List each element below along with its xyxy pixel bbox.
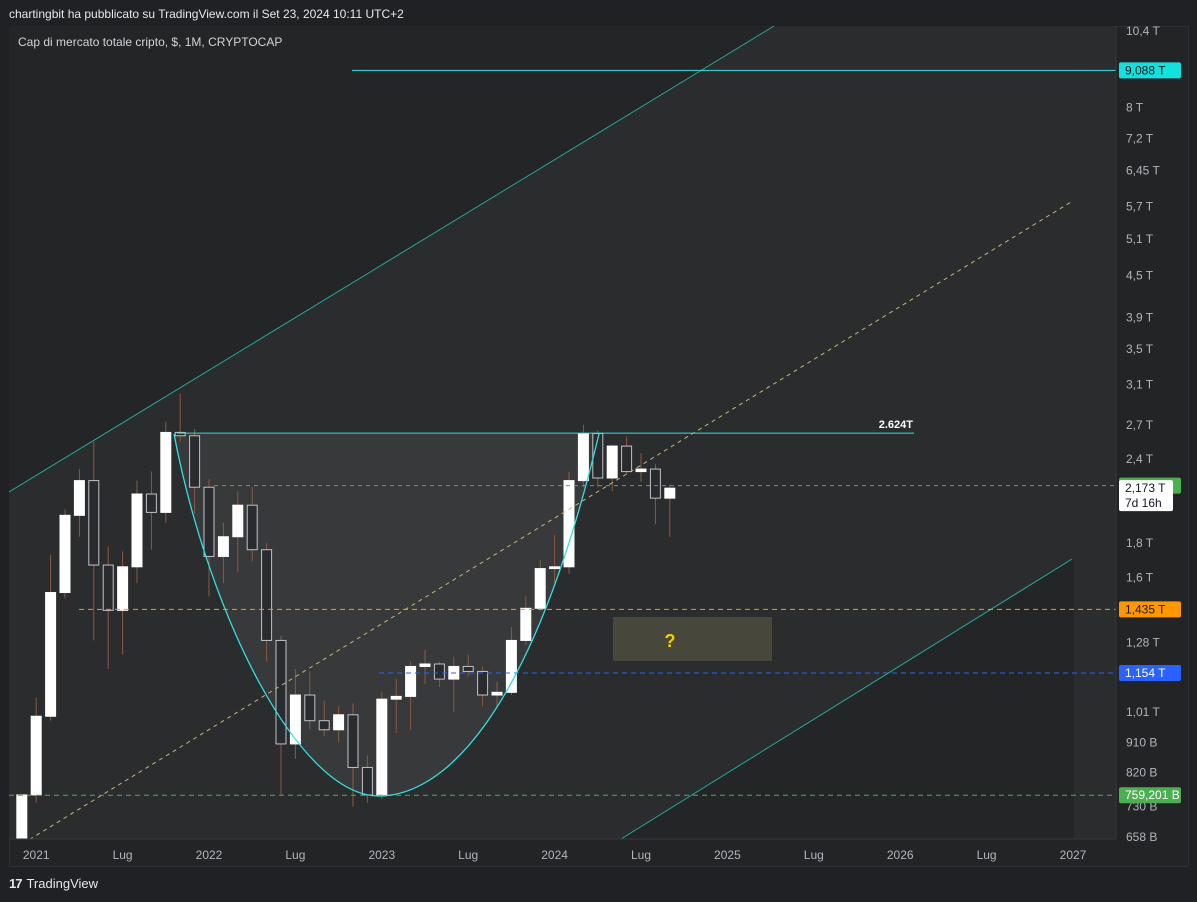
candle-body[interactable] bbox=[145, 493, 157, 513]
candle-body[interactable] bbox=[635, 468, 647, 473]
x-tick-label: 2024 bbox=[541, 848, 568, 862]
chart-title: Cap di mercato totale cripto, $, 1M, CRY… bbox=[18, 35, 282, 49]
y-tick-label: 4,5 T bbox=[1126, 269, 1154, 283]
candle-body[interactable] bbox=[505, 639, 517, 693]
y-tick-label: 5,1 T bbox=[1126, 232, 1154, 246]
y-tick-label: 1,8 T bbox=[1126, 536, 1154, 550]
candle-body[interactable] bbox=[88, 480, 100, 566]
x-tick-label: 2021 bbox=[23, 848, 50, 862]
x-tick-label: Lug bbox=[631, 848, 651, 862]
price-chart[interactable]: ? 2.624T 10,4 T 8 T 7,2 T 6,45 T 5,7 T 5,1 T 4,… bbox=[9, 26, 1189, 867]
candle-body[interactable] bbox=[289, 694, 301, 745]
candle-body[interactable] bbox=[275, 639, 287, 745]
candle-body[interactable] bbox=[246, 504, 258, 551]
candle-body[interactable] bbox=[534, 568, 546, 609]
candle-body[interactable] bbox=[174, 431, 186, 437]
level-2624-label: 2.624T bbox=[879, 419, 914, 431]
candle-body[interactable] bbox=[333, 714, 345, 731]
candle-body[interactable] bbox=[45, 592, 57, 717]
x-tick-label: 2022 bbox=[196, 848, 223, 862]
candle-body[interactable] bbox=[131, 493, 143, 568]
target-zone-box[interactable] bbox=[613, 617, 772, 661]
y-tick-label: 3,5 T bbox=[1126, 342, 1154, 356]
price-badge-label: 1,435 T bbox=[1125, 602, 1166, 616]
candle-body[interactable] bbox=[30, 715, 42, 796]
candle-body[interactable] bbox=[491, 691, 503, 696]
y-tick-label: 2,7 T bbox=[1126, 418, 1154, 432]
candle-body[interactable] bbox=[462, 665, 474, 672]
candle-body[interactable] bbox=[433, 663, 445, 680]
x-tick-label: 2023 bbox=[368, 848, 395, 862]
candle-body[interactable] bbox=[419, 663, 431, 667]
question-mark-label: ? bbox=[665, 631, 676, 651]
x-tick-label: Lug bbox=[113, 848, 133, 862]
candle-body[interactable] bbox=[217, 536, 229, 557]
y-tick-label: 910 B bbox=[1126, 735, 1157, 749]
candle-body[interactable] bbox=[232, 504, 244, 538]
y-tick-label: 1,6 T bbox=[1126, 571, 1154, 585]
candle-body[interactable] bbox=[347, 714, 359, 768]
x-tick-label: Lug bbox=[458, 848, 478, 862]
y-tick-label: 10,4 T bbox=[1126, 26, 1160, 38]
candle-body[interactable] bbox=[361, 766, 373, 796]
publisher-line: chartingbit ha pubblicato su TradingView… bbox=[9, 7, 404, 21]
candle-body[interactable] bbox=[304, 694, 316, 722]
tradingview-brand[interactable]: 17 TradingView bbox=[9, 876, 98, 891]
brand-name: TradingView bbox=[26, 876, 99, 891]
x-tick-label: Lug bbox=[285, 848, 305, 862]
candle-body[interactable] bbox=[117, 566, 129, 611]
y-tick-label: 3,1 T bbox=[1126, 377, 1154, 391]
candle-body[interactable] bbox=[649, 468, 661, 499]
candle-body[interactable] bbox=[59, 514, 71, 594]
candle-body[interactable] bbox=[203, 486, 215, 557]
price-badge[interactable] bbox=[1119, 62, 1181, 79]
candle-body[interactable] bbox=[577, 433, 589, 482]
candle-body[interactable] bbox=[664, 487, 676, 499]
candle-body[interactable] bbox=[73, 480, 85, 516]
current-price-badge[interactable] bbox=[1119, 480, 1173, 512]
candle-body[interactable] bbox=[520, 607, 532, 641]
candle-body[interactable] bbox=[477, 670, 489, 696]
candle-body[interactable] bbox=[376, 698, 388, 796]
candle-body[interactable] bbox=[390, 695, 402, 700]
candle-body[interactable] bbox=[606, 445, 618, 479]
current-price-label: 2,173 T bbox=[1125, 481, 1166, 495]
countdown-label: 7d 16h bbox=[1125, 496, 1162, 510]
y-tick-label: 8 T bbox=[1126, 101, 1144, 115]
candle-body[interactable] bbox=[563, 480, 575, 568]
channel-lower-line[interactable] bbox=[620, 558, 1073, 839]
cup-curve[interactable] bbox=[173, 433, 600, 797]
y-tick-label: 5,7 T bbox=[1126, 200, 1154, 214]
y-tick-label: 820 B bbox=[1126, 766, 1157, 780]
channel-upper-line[interactable] bbox=[9, 26, 775, 493]
candle-body[interactable] bbox=[160, 431, 172, 513]
y-tick-label: 2,4 T bbox=[1126, 452, 1154, 466]
price-badge-label: 1,154 T bbox=[1125, 666, 1166, 680]
x-tick-label: 2025 bbox=[714, 848, 741, 862]
candle-body[interactable] bbox=[318, 720, 330, 731]
x-tick-label: Lug bbox=[977, 848, 997, 862]
x-tick-label: 2027 bbox=[1060, 848, 1087, 862]
x-tick-label: Lug bbox=[804, 848, 824, 862]
price-badge[interactable] bbox=[1119, 601, 1181, 618]
x-tick-label: 2026 bbox=[887, 848, 914, 862]
candle-body[interactable] bbox=[621, 445, 633, 473]
candle-body[interactable] bbox=[261, 549, 273, 641]
candle-body[interactable] bbox=[405, 665, 417, 697]
price-badge-label: 9,088 T bbox=[1125, 63, 1166, 77]
tradingview-logo-icon: 17 bbox=[9, 876, 23, 891]
price-badge[interactable] bbox=[1119, 787, 1181, 804]
y-tick-label: 3,9 T bbox=[1126, 310, 1154, 324]
y-tick-label: 658 B bbox=[1126, 830, 1157, 844]
candle-body[interactable] bbox=[102, 564, 114, 611]
price-badge-label: 759,201 B bbox=[1125, 788, 1180, 802]
y-tick-label: 7,2 T bbox=[1126, 131, 1154, 145]
price-badge[interactable] bbox=[1119, 664, 1181, 681]
y-tick-label: 1,01 T bbox=[1126, 705, 1160, 719]
y-tick-label: 6,45 T bbox=[1126, 163, 1160, 177]
forecast-zone bbox=[1074, 26, 1116, 839]
candle-body[interactable] bbox=[189, 435, 201, 488]
y-tick-label: 1,28 T bbox=[1126, 636, 1160, 650]
candle-body[interactable] bbox=[549, 566, 561, 570]
